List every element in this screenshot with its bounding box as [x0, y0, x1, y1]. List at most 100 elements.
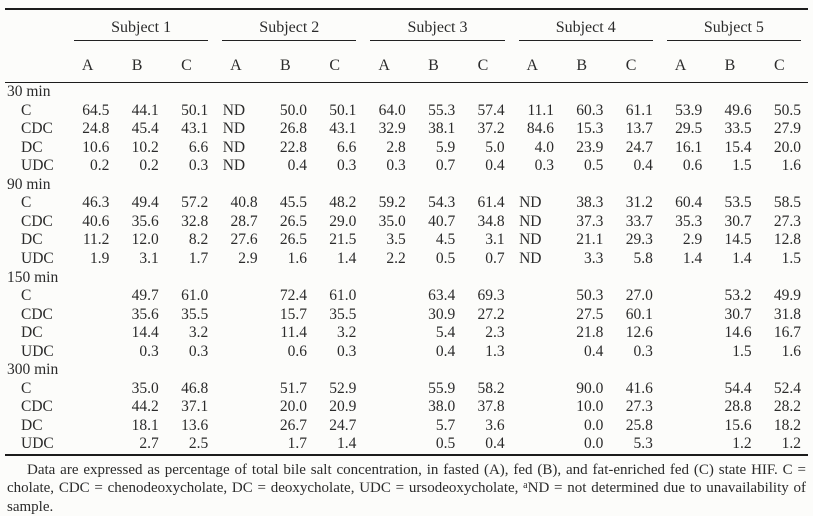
value-cell	[363, 417, 412, 436]
value-cell: 2.2	[386, 249, 406, 267]
value-cell: 27.3	[773, 212, 802, 230]
subject-5-header: Subject 5	[660, 9, 808, 41]
value-cell: 40.7	[428, 212, 456, 230]
value-cell: 0.2	[139, 157, 159, 175]
value-cell: 18.1	[131, 416, 159, 434]
value-cell: 11.1	[527, 101, 554, 119]
value-cell: 24.7	[329, 416, 357, 434]
state-header: C	[773, 57, 785, 74]
scanned-table-page: Subject 1 Subject 2 Subject 3 Subject 4 …	[5, 8, 809, 515]
value-cell: 3.6	[485, 416, 505, 434]
value-cell: 54.3	[428, 194, 456, 212]
value-cell: 32.8	[181, 212, 209, 230]
subject-1-header: Subject 1	[67, 9, 215, 41]
value-cell: 40.8	[230, 194, 258, 212]
bile-salt-label: CDC	[21, 120, 53, 138]
value-cell	[660, 306, 709, 325]
value-cell: 1.5	[732, 342, 752, 360]
value-cell	[67, 398, 116, 417]
state-header-row: A B C A B C A B C A B C A B C	[5, 41, 809, 83]
value-cell: 51.7	[279, 379, 307, 397]
value-cell: 8.2	[188, 231, 209, 249]
value-cell: 0.4	[584, 342, 604, 360]
value-cell	[660, 343, 709, 362]
table-row: DC 10.6 10.2 6.6 ND 22.8 6.6 2.8 5.9 5.0 4.0 23.9 24…	[5, 139, 808, 158]
value-cell: 2.9	[238, 249, 258, 267]
value-cell: 37.2	[477, 120, 505, 138]
subject-2-label: Subject 2	[222, 19, 357, 41]
value-cell: 14.4	[131, 324, 159, 342]
value-cell: 0.3	[188, 342, 209, 360]
value-cell: 3.2	[188, 324, 209, 342]
value-cell	[660, 417, 709, 436]
value-cell: 1.6	[781, 157, 802, 175]
subject-4-header: Subject 4	[512, 9, 660, 41]
value-cell: 26.5	[279, 231, 307, 249]
value-cell: 61.4	[477, 194, 505, 212]
bile-salt-label: C	[21, 287, 32, 305]
state-header: A	[526, 57, 539, 74]
value-cell: 44.1	[131, 101, 159, 119]
table-header: Subject 1 Subject 2 Subject 3 Subject 4 …	[5, 9, 809, 83]
value-cell: 64.5	[82, 101, 110, 119]
value-cell: 14.5	[724, 231, 752, 249]
value-cell: 20.0	[279, 398, 307, 416]
bile-salt-label: UDC	[21, 435, 54, 453]
value-cell: 60.4	[675, 194, 703, 212]
bile-salt-label: C	[21, 194, 32, 212]
value-cell: 57.4	[477, 101, 505, 119]
time-group-label: 30 min	[7, 83, 51, 101]
footnote-text-1: Data are expressed as percentage of tota…	[7, 461, 806, 497]
value-cell	[67, 287, 116, 306]
table-row: UDC 0.2 0.2 0.3 ND 0.4 0.3 0.3 0.7 0.4 0.3 0.5 0.4 0.…	[5, 157, 808, 176]
table-row: DC 14.4 3.2 11.4 3.2 5.4 2.3 21.8 12.6 14.6 16.7	[5, 324, 808, 343]
value-cell: 35.3	[675, 212, 703, 230]
value-cell-nd: ND	[222, 138, 246, 156]
footnote-superscript-a: a	[523, 480, 528, 492]
value-cell: 24.8	[82, 120, 110, 138]
value-cell: 4.0	[534, 138, 554, 156]
value-cell: 5.7	[435, 416, 456, 434]
value-cell: 61.1	[625, 101, 653, 119]
subject-4-label: Subject 4	[518, 19, 653, 41]
value-cell: 44.2	[131, 398, 159, 416]
value-cell	[660, 287, 709, 306]
subject-3-header: Subject 3	[363, 9, 511, 41]
value-cell-nd: ND	[519, 249, 542, 267]
value-cell	[512, 398, 561, 417]
time-group-row: 300 min	[5, 361, 808, 380]
corner-cell	[5, 9, 67, 41]
table-footnote: Data are expressed as percentage of tota…	[7, 461, 806, 516]
table-row: C 35.0 46.8 51.7 52.9 55.9 58.2 90.0 41.6 54.4 52.…	[5, 380, 808, 399]
value-cell: 0.6	[287, 342, 307, 360]
value-cell: 21.8	[576, 324, 604, 342]
value-cell	[363, 324, 412, 343]
table-row: CDC 24.8 45.4 43.1 ND 26.8 43.1 32.9 38.1 37.2 84.…	[5, 120, 808, 139]
time-group-label: 150 min	[7, 268, 59, 286]
value-cell: 11.4	[280, 324, 307, 342]
value-cell	[512, 435, 561, 455]
value-cell: 0.5	[584, 157, 604, 175]
value-cell: 0.5	[435, 435, 456, 453]
bile-salt-label: CDC	[21, 212, 53, 230]
value-cell: 34.8	[477, 212, 505, 230]
value-cell: 28.2	[773, 398, 802, 416]
bile-salt-label: C	[21, 379, 32, 397]
value-cell: 53.9	[675, 101, 703, 119]
value-cell: 29.0	[329, 212, 357, 230]
state-header: B	[428, 57, 439, 74]
value-cell: 5.3	[633, 435, 653, 453]
value-cell: 26.5	[279, 212, 307, 230]
value-cell: 30.7	[724, 212, 752, 230]
value-cell: 46.3	[82, 194, 110, 212]
value-cell: 90.0	[576, 379, 604, 397]
value-cell	[660, 380, 709, 399]
table-row: C 46.3 49.4 57.2 40.8 45.5 48.2 59.2 54.3 61.4 ND 3…	[5, 194, 808, 213]
value-cell: 6.6	[337, 138, 357, 156]
value-cell: 54.4	[724, 379, 752, 397]
value-cell: 0.4	[485, 435, 505, 453]
value-cell-nd: ND	[519, 231, 542, 249]
value-cell: 1.2	[781, 435, 802, 453]
table-row: UDC 1.9 3.1 1.7 2.9 1.6 1.4 2.2 0.5 0.7 ND 3.3 5.8 1.…	[5, 250, 808, 269]
value-cell: 0.7	[485, 249, 505, 267]
